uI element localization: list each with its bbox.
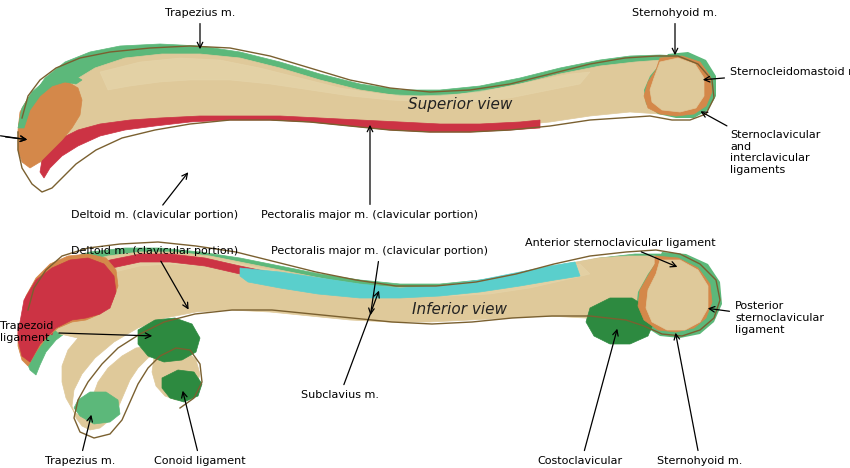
Polygon shape: [18, 82, 82, 168]
Text: Anterior sternoclavicular ligament: Anterior sternoclavicular ligament: [524, 238, 716, 267]
Text: Superior view: Superior view: [408, 97, 513, 112]
Polygon shape: [586, 298, 654, 344]
Text: Trapezoid
ligament: Trapezoid ligament: [0, 321, 150, 343]
Text: Deltoid m. (clavicular portion): Deltoid m. (clavicular portion): [71, 173, 239, 220]
Polygon shape: [18, 44, 708, 160]
Polygon shape: [646, 260, 708, 330]
Polygon shape: [18, 74, 82, 128]
Text: Pectoralis major m. (clavicular portion): Pectoralis major m. (clavicular portion): [262, 126, 479, 220]
Polygon shape: [18, 258, 116, 362]
Text: Sternohyoid m.: Sternohyoid m.: [632, 8, 717, 54]
Polygon shape: [638, 256, 712, 332]
Polygon shape: [74, 392, 120, 424]
Polygon shape: [115, 258, 590, 296]
Text: Subclavius m.: Subclavius m.: [301, 292, 379, 400]
Text: Trapezius m.: Trapezius m.: [165, 8, 235, 48]
Polygon shape: [644, 56, 712, 116]
Polygon shape: [46, 252, 704, 430]
Text: Inferior view: Inferior view: [412, 302, 507, 317]
Text: Trapezius m.: Trapezius m.: [45, 416, 116, 466]
Polygon shape: [650, 58, 704, 112]
Text: Costoclavicular
ligament: Costoclavicular ligament: [537, 330, 622, 468]
Polygon shape: [138, 318, 200, 362]
Text: Acromioclavicular
ligament: Acromioclavicular ligament: [0, 119, 26, 141]
Polygon shape: [100, 58, 590, 102]
Polygon shape: [40, 116, 540, 178]
Text: Conoid ligament: Conoid ligament: [154, 392, 246, 466]
Text: Sternocleidomastoid m.: Sternocleidomastoid m.: [704, 67, 850, 82]
Text: Posterior
sternoclavicular
ligament: Posterior sternoclavicular ligament: [709, 301, 824, 335]
Text: Acromioclavicular
ligament: Acromioclavicular ligament: [0, 117, 26, 141]
Polygon shape: [35, 54, 702, 170]
Text: Sternoclavicular
and
interclavicular
ligaments: Sternoclavicular and interclavicular lig…: [701, 112, 820, 175]
Polygon shape: [48, 254, 315, 335]
Polygon shape: [22, 248, 708, 375]
Polygon shape: [162, 370, 202, 402]
Polygon shape: [240, 262, 580, 298]
Polygon shape: [636, 252, 722, 338]
Text: Pectoralis major m. (clavicular portion): Pectoralis major m. (clavicular portion): [271, 246, 489, 314]
Polygon shape: [18, 254, 118, 366]
Polygon shape: [644, 52, 716, 118]
Text: Deltoid m. (clavicular portion): Deltoid m. (clavicular portion): [71, 246, 239, 308]
Text: Sternohyoid m.: Sternohyoid m.: [657, 334, 743, 466]
